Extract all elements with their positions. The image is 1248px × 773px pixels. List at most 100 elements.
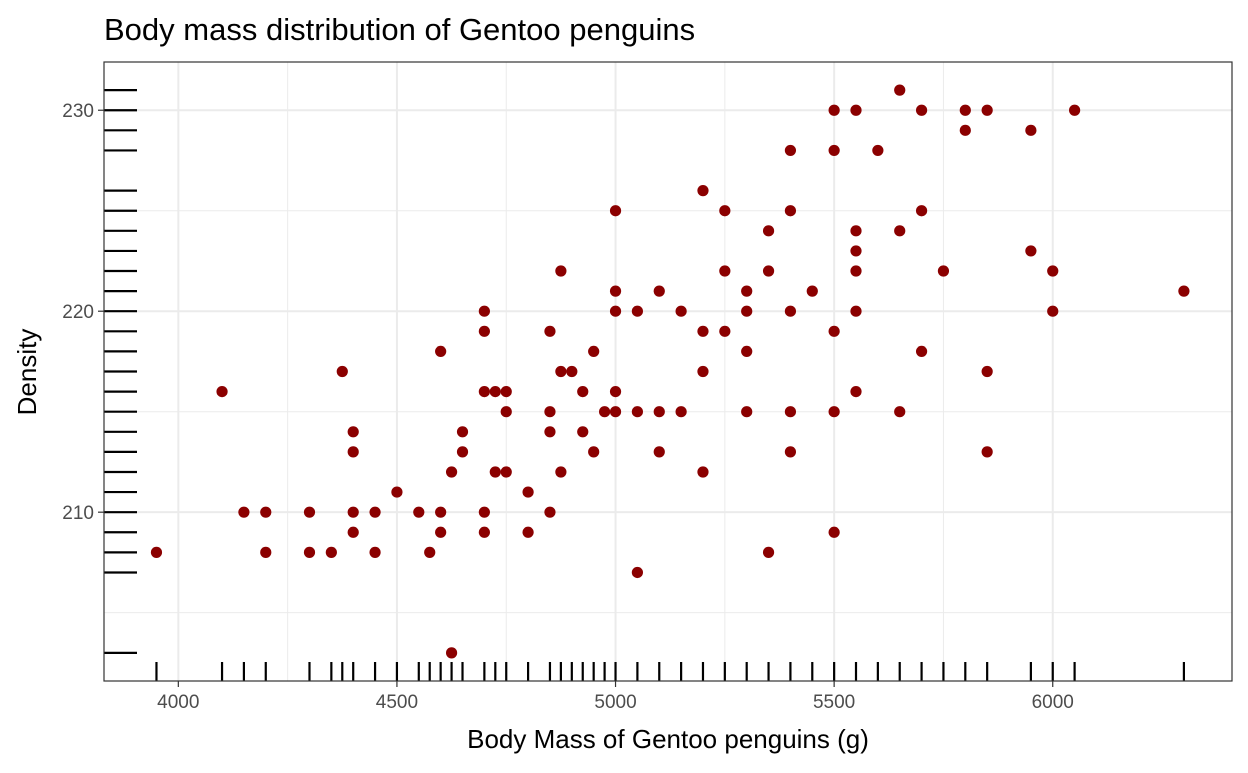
- data-point: [894, 84, 906, 96]
- data-point: [981, 446, 993, 458]
- data-point: [741, 406, 753, 418]
- data-point: [762, 546, 775, 558]
- data-point: [555, 265, 567, 277]
- data-point: [631, 305, 643, 317]
- data-point: [697, 466, 709, 478]
- data-point: [850, 245, 862, 257]
- data-point: [719, 325, 731, 337]
- data-point: [544, 426, 556, 438]
- data-point: [828, 526, 840, 538]
- data-point: [762, 265, 775, 277]
- data-point: [325, 546, 337, 558]
- data-point: [413, 506, 425, 518]
- data-point: [435, 345, 447, 358]
- data-point: [347, 426, 359, 438]
- data-point: [424, 546, 436, 558]
- y-axis: 210 220 230: [62, 101, 104, 524]
- x-tick-label: 5500: [813, 692, 855, 713]
- data-point: [894, 225, 906, 237]
- data-point: [369, 506, 381, 518]
- data-point: [303, 546, 316, 558]
- data-point: [303, 506, 316, 518]
- data-point: [981, 104, 993, 116]
- data-point: [347, 526, 359, 538]
- data-points: [150, 84, 1190, 659]
- data-point: [915, 345, 928, 358]
- data-point: [478, 305, 490, 317]
- data-point: [588, 446, 600, 458]
- data-point: [609, 205, 622, 217]
- data-point: [915, 205, 928, 217]
- data-point: [959, 124, 971, 136]
- data-point: [478, 385, 490, 398]
- data-point: [675, 305, 687, 317]
- data-point: [150, 546, 163, 558]
- x-tick-label: 6000: [1032, 692, 1074, 713]
- data-point: [456, 446, 469, 458]
- data-point: [555, 466, 567, 478]
- data-point: [1069, 104, 1081, 116]
- data-point: [445, 466, 458, 478]
- data-point: [762, 225, 775, 237]
- data-point: [544, 325, 556, 337]
- data-point: [697, 365, 709, 378]
- data-point: [784, 144, 797, 157]
- data-point: [806, 285, 818, 297]
- data-point: [784, 205, 797, 217]
- y-tick-label: 230: [62, 101, 94, 122]
- data-point: [238, 506, 250, 518]
- data-point: [347, 446, 359, 458]
- data-point: [937, 265, 950, 277]
- data-point: [336, 365, 348, 378]
- data-point: [784, 305, 797, 317]
- data-point: [544, 506, 556, 518]
- rug-marks: [104, 89, 1186, 681]
- data-point: [599, 406, 611, 418]
- data-point: [653, 406, 665, 418]
- data-point: [577, 385, 589, 398]
- data-point: [719, 265, 731, 277]
- y-axis-title: Density: [12, 329, 42, 416]
- data-point: [872, 144, 884, 157]
- data-point: [369, 546, 381, 558]
- data-point: [435, 506, 447, 518]
- data-point: [1178, 285, 1190, 297]
- data-point: [609, 305, 622, 317]
- data-point: [850, 385, 862, 398]
- data-point: [915, 104, 928, 116]
- data-point: [445, 647, 458, 659]
- data-point: [959, 104, 971, 116]
- data-point: [653, 446, 665, 458]
- data-point: [577, 426, 589, 438]
- data-point: [1025, 245, 1037, 257]
- data-point: [697, 325, 709, 337]
- data-point: [894, 406, 906, 418]
- data-point: [555, 365, 567, 378]
- data-point: [500, 466, 512, 478]
- data-point: [1025, 124, 1037, 136]
- data-point: [828, 325, 840, 337]
- data-point: [566, 365, 578, 378]
- data-point: [1047, 265, 1059, 277]
- data-point: [828, 406, 840, 418]
- data-point: [456, 426, 469, 438]
- y-tick-label: 220: [62, 302, 94, 323]
- data-point: [784, 406, 797, 418]
- data-point: [981, 365, 993, 378]
- data-point: [522, 486, 534, 498]
- data-point: [478, 526, 490, 538]
- plot-border: [103, 61, 1233, 682]
- y-tick-label: 210: [62, 503, 94, 524]
- data-point: [828, 104, 840, 116]
- data-point: [675, 406, 687, 418]
- data-point: [391, 486, 403, 498]
- grid-lines: [104, 62, 1232, 681]
- data-point: [631, 406, 643, 418]
- data-point: [260, 506, 272, 518]
- data-point: [719, 205, 731, 217]
- data-point: [850, 305, 862, 317]
- data-point: [588, 345, 600, 358]
- data-point: [850, 104, 862, 116]
- data-point: [478, 325, 490, 337]
